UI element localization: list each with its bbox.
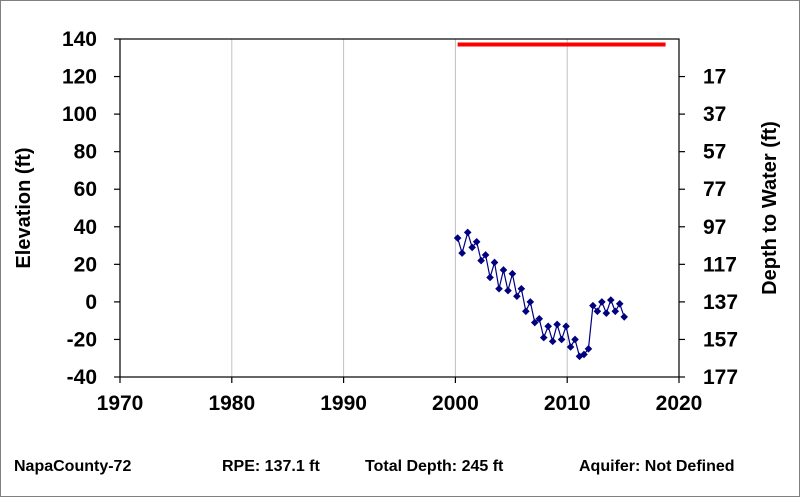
data-point [522,307,530,316]
grid [119,39,680,377]
plot-area [119,38,680,378]
y-axis-title: Elevation (ft) [13,147,35,268]
data-point [539,333,548,342]
data-point [607,296,615,304]
data-point [477,256,485,265]
data-point [481,251,490,259]
series-layer [453,42,666,361]
data-point [453,234,462,242]
total-depth-label: Total Depth: 245 ft [365,458,504,475]
data-point [508,269,517,278]
y-tick-label: 0 [85,291,97,314]
data-point [620,313,629,321]
y-tick-label: 60 [74,178,97,201]
y-tick-label: 140 [62,28,97,51]
data-point [557,335,566,344]
y2-tick-label: 97 [703,216,726,239]
y2-tick-label: 77 [703,178,726,201]
data-point [562,322,570,331]
data-point [544,322,552,331]
y-tick-label: 80 [74,141,97,164]
rpe-label: RPE: 137.1 ft [222,458,320,475]
x-tick-label: 2000 [432,392,479,415]
y-tick-label: 40 [74,216,97,239]
x-tick-label: 2010 [544,392,591,415]
data-point [566,343,575,351]
y2-axis-title: Depth to Water (ft) [759,121,781,295]
data-point [535,314,544,323]
well-id: NapaCounty-72 [14,458,132,475]
x-tick-label: 1970 [97,392,144,415]
data-point [463,228,472,237]
data-point [615,299,624,308]
data-point [468,243,476,252]
data-point [495,284,503,293]
aquifer-label: Aquifer: Not Defined [579,458,735,475]
y2-tick-label: 37 [703,103,726,126]
y2-tick-label: 117 [703,253,737,276]
y-tick-label: 120 [62,66,97,89]
data-point [458,249,466,257]
data-point [611,307,620,316]
data-point [593,307,602,316]
y-tick-label: 20 [74,253,97,276]
y2-tick-label: 137 [703,291,738,314]
ticks: 1970 1980 1990 2000 2010 2020 -40 -20 0 20 40 60 80 1… [62,28,738,415]
y-tick-label: -40 [67,366,97,389]
data-point [589,301,597,310]
x-tick-label: 1980 [208,392,255,415]
data-point [553,320,561,329]
x-tick-label: 1990 [320,392,367,415]
data-point [490,258,499,267]
y2-tick-label: 177 [703,366,738,389]
data-point [584,345,593,353]
data-point [486,273,494,282]
data-point [598,298,606,306]
data-point [517,284,526,293]
data-point [513,292,521,301]
data-point [548,337,557,346]
data-point [571,335,579,344]
data-point [499,266,508,274]
y2-tick-label: 57 [703,141,726,164]
data-point [602,309,611,317]
data-point [580,350,588,359]
y-tick-label: 100 [62,103,97,126]
data-point [530,318,539,327]
x-tick-label: 2020 [656,392,703,415]
y-tick-label: -20 [67,328,97,351]
y2-tick-label: 157 [703,328,738,351]
data-point [472,238,481,246]
data-point [526,298,535,306]
data-point [504,286,512,295]
y2-tick-label: 17 [703,66,726,89]
